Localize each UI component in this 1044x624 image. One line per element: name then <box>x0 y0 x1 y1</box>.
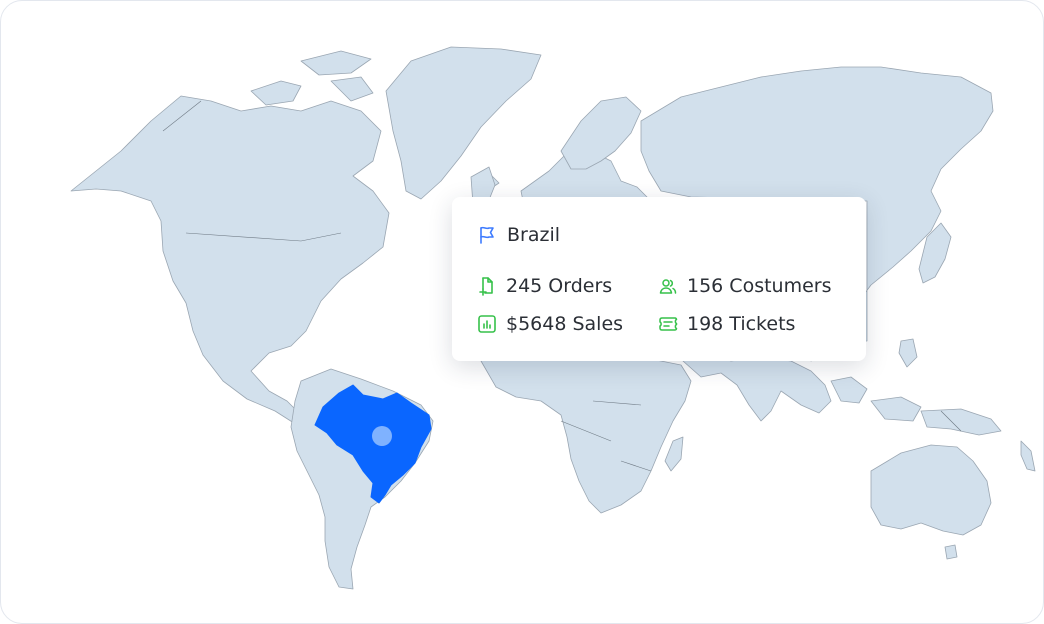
stat-sales: $5648 Sales <box>477 313 623 335</box>
ticket-icon <box>658 314 678 334</box>
stat-tickets: 198 Tickets <box>658 313 795 335</box>
new-zealand[interactable] <box>1020 440 1036 472</box>
stat-customers: 156 Costumers <box>658 275 832 297</box>
stat-tickets-label: 198 Tickets <box>687 313 796 335</box>
tooltip-country-name: Brazil <box>507 224 561 246</box>
stat-orders-label: 245 Orders <box>506 275 613 297</box>
japan[interactable] <box>918 222 952 284</box>
users-icon <box>658 276 678 296</box>
greenland[interactable] <box>385 46 542 200</box>
brazil-region[interactable] <box>314 384 432 504</box>
southeast-asia-islands[interactable] <box>830 338 1002 436</box>
tasmania[interactable] <box>944 544 958 560</box>
north-america[interactable] <box>70 95 390 426</box>
stat-customers-label: 156 Costumers <box>687 275 832 297</box>
madagascar[interactable] <box>664 436 684 472</box>
south-asia[interactable] <box>682 350 832 422</box>
australia[interactable] <box>870 444 992 536</box>
scandinavia[interactable] <box>560 96 642 170</box>
arctic-islands[interactable] <box>250 50 374 106</box>
document-icon <box>477 276 497 296</box>
tooltip-header: Brazil <box>477 224 560 246</box>
stat-orders: 245 Orders <box>477 275 612 297</box>
stat-sales-label: $5648 Sales <box>506 313 624 335</box>
africa[interactable] <box>480 346 692 514</box>
country-tooltip: Brazil 245 Orders <box>452 197 866 361</box>
chart-icon <box>477 314 497 334</box>
flag-icon <box>477 225 497 245</box>
brazil-marker[interactable] <box>372 426 392 446</box>
